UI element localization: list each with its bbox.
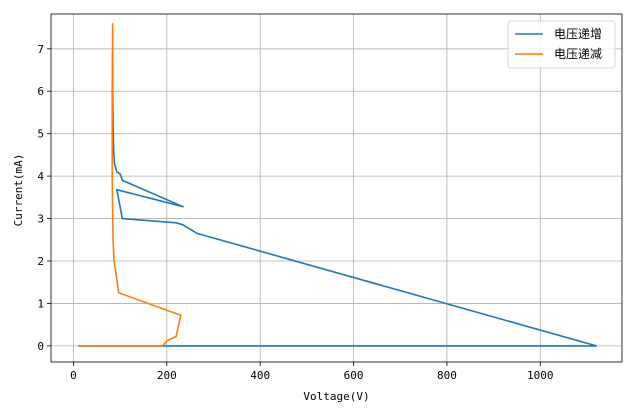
series-layer: [78, 23, 598, 347]
x-axis: 0 200 400 600 800 1000: [70, 362, 554, 382]
legend-label-1: 电压递增: [554, 27, 602, 41]
y-tick-label: 3: [37, 213, 44, 226]
x-tick-label: 200: [157, 369, 177, 382]
y-tick-label: 0: [37, 340, 44, 353]
y-tick-label: 2: [37, 255, 44, 268]
x-tick-label: 600: [344, 369, 364, 382]
y-tick-label: 6: [37, 85, 44, 98]
x-tick-label: 1000: [527, 369, 554, 382]
y-tick-label: 5: [37, 128, 44, 141]
x-axis-label: Voltage(V): [303, 390, 369, 403]
y-tick-label: 7: [37, 43, 44, 56]
y-axis-label: Current(mA): [12, 154, 25, 227]
y-tick-label: 1: [37, 297, 44, 310]
plot-frame: [50, 13, 623, 363]
series-line-2: [78, 23, 182, 347]
legend-label-2: 电压递减: [554, 47, 602, 61]
y-axis: 0 1 2 3 4 5 6 7: [37, 43, 51, 353]
x-tick-label: 400: [250, 369, 270, 382]
y-tick-label: 4: [37, 170, 44, 183]
series-line-1: [78, 48, 598, 347]
legend-box: [507, 20, 616, 69]
x-tick-label: 0: [70, 369, 77, 382]
x-tick-label: 800: [437, 369, 457, 382]
